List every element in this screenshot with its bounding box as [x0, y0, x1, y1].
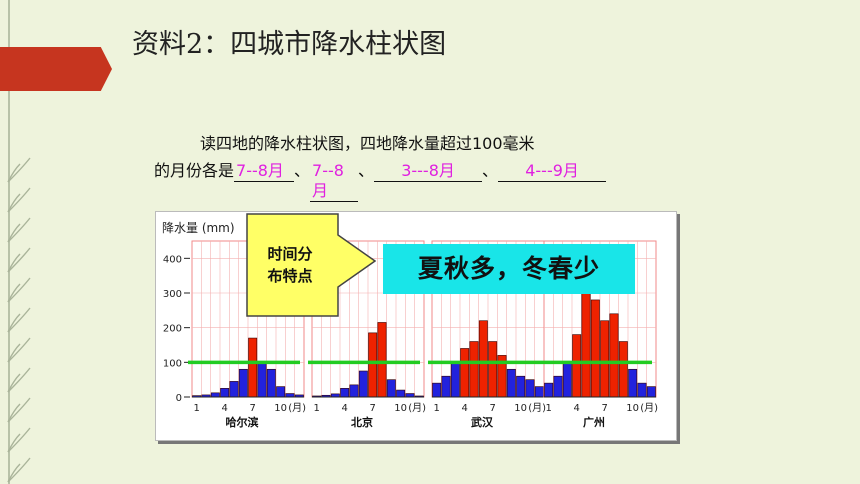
bar-广州-3 — [562, 362, 572, 398]
answer-harbin: 7--8月 — [234, 161, 295, 182]
bar-北京-6 — [358, 370, 368, 398]
x-unit-label: (月) — [528, 402, 546, 414]
bar-武汉-4 — [460, 348, 470, 398]
bar-哈尔滨-8 — [257, 362, 267, 398]
x-unit-label: (月) — [640, 402, 658, 414]
y-axis-label: 降水量 (mm) — [162, 221, 235, 235]
y-tick-label: 300 — [163, 289, 182, 300]
x-tick-label: 4 — [221, 403, 227, 414]
bar-哈尔滨-10 — [276, 386, 286, 398]
x-tick-label: 7 — [601, 403, 607, 414]
bar-北京-5 — [349, 384, 359, 398]
x-tick-label: 1 — [433, 403, 439, 414]
bar-武汉-7 — [488, 341, 498, 398]
bar-北京-10 — [396, 389, 406, 398]
x-tick-label: 10 — [514, 403, 527, 414]
panel-name-广州: 广州 — [583, 415, 605, 429]
callout-line-2: 布特点 — [267, 267, 313, 285]
answer-beijing: 7--8 月 — [310, 161, 359, 202]
panel-name-哈尔滨: 哈尔滨 — [226, 415, 259, 429]
red-arrow-band — [0, 47, 112, 91]
bar-广州-9 — [618, 341, 628, 398]
question-line-1: 读四地的降水柱状图，四地降水量超过100毫米 — [200, 134, 535, 153]
bar-武汉-6 — [478, 320, 488, 398]
bar-北京-11 — [405, 393, 415, 398]
answer-wuhan: 3---8月 — [374, 161, 483, 182]
x-tick-label: 7 — [369, 403, 375, 414]
bar-哈尔滨-6 — [238, 368, 248, 398]
bar-哈尔滨-4 — [220, 388, 230, 398]
callout-line-1: 时间分 — [267, 245, 313, 263]
callout-arrow-box — [246, 213, 376, 317]
bar-武汉-10 — [516, 375, 526, 398]
bar-广州-8 — [609, 313, 619, 398]
bar-北京-7 — [368, 332, 378, 398]
y-tick-label: 100 — [163, 358, 182, 369]
answer-guangzhou: 4---9月 — [498, 161, 607, 182]
bar-广州-7 — [600, 320, 610, 398]
question-line-2: 的月份各是 7--8月 、 7--8 月 、 3---8月 、 4---9月 — [154, 157, 607, 202]
bar-哈尔滨-9 — [266, 368, 276, 398]
x-tick-label: 7 — [249, 403, 255, 414]
bar-哈尔滨-7 — [248, 337, 258, 398]
callout-text: 时间分 布特点 — [246, 243, 334, 287]
x-tick-label: 10 — [626, 403, 639, 414]
y-tick-label: 200 — [163, 324, 182, 335]
bar-武汉-9 — [506, 368, 516, 398]
bar-武汉-1 — [432, 382, 442, 398]
bar-北京-9 — [386, 379, 396, 398]
slide-title: 资料2：四城市降水柱状图 — [132, 29, 447, 60]
y-tick-label: 0 — [176, 393, 182, 404]
bar-广州-6 — [590, 299, 600, 398]
bar-广州-4 — [572, 334, 582, 398]
bar-哈尔滨-11 — [285, 393, 295, 398]
bar-哈尔滨-5 — [229, 381, 239, 398]
x-tick-label: 4 — [461, 403, 467, 414]
y-tick-label: 400 — [163, 254, 182, 265]
bar-广州-12 — [646, 386, 656, 398]
bar-哈尔滨-3 — [210, 392, 220, 398]
panel-name-北京: 北京 — [351, 415, 373, 429]
x-tick-label: 1 — [545, 403, 551, 414]
bar-北京-8 — [377, 322, 387, 398]
x-tick-label: 4 — [341, 403, 347, 414]
highlight-conclusion: 夏秋多，冬春少 — [383, 244, 635, 294]
separator-1: 、 — [294, 161, 311, 180]
bar-广州-5 — [581, 292, 591, 398]
bar-武汉-2 — [441, 375, 451, 398]
x-tick-label: 10 — [394, 403, 407, 414]
x-tick-label: 10 — [274, 403, 287, 414]
x-unit-label: (月) — [408, 402, 426, 414]
x-tick-label: 1 — [313, 403, 319, 414]
bar-广州-10 — [628, 368, 638, 398]
bar-武汉-5 — [469, 341, 479, 398]
separator-2: 、 — [358, 161, 375, 180]
bar-武汉-11 — [525, 379, 535, 398]
bar-广州-2 — [553, 375, 563, 398]
question-prefix: 的月份各是 — [154, 161, 235, 180]
bar-武汉-12 — [534, 386, 544, 398]
left-border-line — [8, 0, 10, 484]
panel-name-武汉: 武汉 — [471, 415, 494, 429]
bar-广州-1 — [544, 382, 554, 398]
x-tick-label: 1 — [193, 403, 199, 414]
separator-3: 、 — [482, 161, 499, 180]
x-unit-label: (月) — [288, 402, 306, 414]
bar-广州-11 — [637, 382, 647, 398]
x-tick-label: 7 — [489, 403, 495, 414]
fern-decoration-icon — [7, 157, 31, 483]
bar-北京-4 — [340, 388, 350, 398]
x-tick-label: 4 — [573, 403, 579, 414]
bar-武汉-3 — [450, 362, 460, 398]
